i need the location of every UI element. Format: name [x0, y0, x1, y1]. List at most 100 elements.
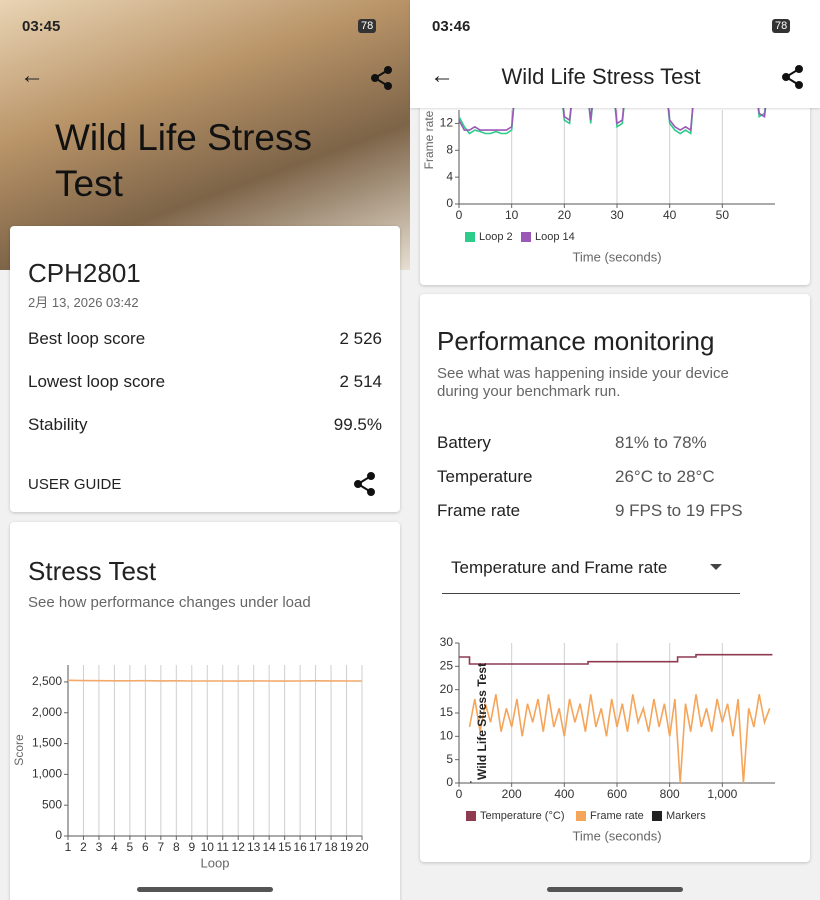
row-value: 81% to 78% [615, 433, 707, 452]
x-tick-label: 11 [217, 840, 230, 854]
data-line [459, 653, 773, 665]
x-tick-label: 0 [456, 208, 463, 222]
y-tick-label: 0 [446, 196, 453, 210]
x-tick-label: 10 [505, 208, 519, 222]
y-tick-label: 8 [446, 142, 453, 156]
data-line [68, 679, 362, 682]
device-name: CPH2801 [28, 258, 141, 288]
x-tick-label: 9 [188, 840, 195, 854]
x-tick-label: 18 [324, 840, 338, 854]
plot-area [68, 679, 362, 682]
card-description: See what was happening inside your devic… [437, 365, 729, 400]
x-tick-label: 1,000 [707, 787, 737, 801]
x-tick-label: 800 [660, 787, 680, 801]
data-line [468, 694, 771, 784]
dropdown-arrow [710, 564, 722, 570]
y-tick-label: 30 [440, 635, 454, 649]
x-axis-label: Loop [201, 855, 230, 870]
x-tick-label: 2 [80, 840, 87, 854]
y-tick-label: 4 [446, 169, 453, 183]
header-image [0, 0, 410, 270]
app-bar: 03:46 78 ← Wild Life Stress Test [410, 0, 820, 108]
y-tick-label: 20 [440, 682, 454, 696]
x-tick-label: 50 [716, 208, 730, 222]
dropdown-value: Temperature and Frame rate [451, 558, 668, 577]
y-axis-label: Frame rate [422, 110, 436, 169]
status-time: 03:45 [22, 18, 61, 35]
y-tick-label: 2,500 [32, 674, 62, 688]
app-bar-title: Wild Life Stress Test [501, 64, 701, 89]
status-time: 03:46 [432, 18, 471, 35]
row-value: 2 526 [339, 329, 382, 348]
x-tick-label: 3 [96, 840, 103, 854]
legend-swatch [652, 811, 662, 821]
x-axis-label: Time (seconds) [572, 249, 661, 264]
y-tick-label: 2,000 [32, 705, 62, 719]
x-tick-label: 15 [278, 840, 292, 854]
y-tick-label: 0 [446, 775, 453, 789]
y-tick-label: 5 [446, 752, 453, 766]
legend-label: Frame rate [590, 810, 644, 822]
x-tick-label: 13 [247, 840, 261, 854]
plot-area [459, 108, 767, 135]
row-label: Best loop score [28, 329, 146, 348]
x-tick-label: 6 [142, 840, 149, 854]
legend-label: Temperature (°C) [480, 810, 564, 822]
y-tick-label: 500 [42, 797, 62, 811]
x-tick-label: 600 [607, 787, 627, 801]
y-tick-label: 1,000 [32, 767, 62, 781]
chart: 0 10 20 30 40 50 0 4 8 12 Loop 2 Loop 14 Time (secon… [422, 108, 775, 264]
legend-swatch [465, 232, 475, 242]
x-tick-label: 5 [127, 840, 134, 854]
x-tick-label: 200 [502, 787, 522, 801]
row-label: Lowest loop score [28, 372, 166, 391]
result-card: CPH2801 2月 13, 2026 03:42 Best loop scor… [10, 226, 400, 512]
y-tick-label: 0 [55, 828, 62, 842]
gesture-bar [137, 887, 273, 892]
back-button[interactable]: ← [20, 62, 44, 89]
x-tick-label: 30 [610, 208, 624, 222]
x-axis-label: Time (seconds) [572, 828, 661, 843]
x-tick-label: 14 [262, 840, 276, 854]
user-guide-link[interactable]: USER GUIDE [28, 476, 122, 493]
header-title: Wild Life Stress Test [55, 117, 313, 204]
x-tick-label: 12 [232, 840, 246, 854]
x-tick-label: 400 [554, 787, 574, 801]
share-button[interactable] [370, 66, 394, 90]
plot-area [459, 653, 773, 784]
row-label: Temperature [437, 467, 533, 486]
x-tick-label: 1 [65, 840, 72, 854]
row-value: 9 FPS to 19 FPS [615, 501, 743, 520]
x-tick-label: 16 [293, 840, 307, 854]
y-tick-label: 25 [440, 659, 454, 673]
x-tick-label: 19 [340, 840, 354, 854]
x-tick-label: 4 [111, 840, 118, 854]
chart: 1 2 3 4 5 6 7 8 9 10 11 12 13 14 15 16 17 18 19 2005001,000… [12, 665, 369, 870]
x-tick-label: 17 [309, 840, 323, 854]
row-label: Battery [437, 433, 491, 452]
share-button[interactable] [781, 65, 805, 89]
battery: 78 [772, 19, 791, 33]
x-tick-label: 8 [173, 840, 180, 854]
legend-label: Markers [666, 810, 706, 822]
back-button[interactable]: ← [430, 62, 454, 89]
marker-label: Wild Life Stress Test [475, 663, 489, 780]
y-tick-label: 15 [440, 705, 454, 719]
legend-swatch [466, 811, 476, 821]
x-tick-label: 20 [558, 208, 572, 222]
stress-card: Stress Test See how performance changes … [10, 522, 400, 900]
x-tick-label: 40 [663, 208, 677, 222]
dropdown[interactable]: Temperature and Frame rate [442, 532, 740, 594]
y-tick-label: 12 [440, 116, 454, 130]
legend-swatch [576, 811, 586, 821]
card-description: See how performance changes under load [28, 594, 311, 611]
data-line [459, 108, 766, 135]
row-value: 26°C to 28°C [615, 467, 715, 486]
battery: 78 [358, 19, 377, 33]
share-button[interactable] [353, 472, 377, 496]
x-tick-label: 10 [201, 840, 215, 854]
row-label: Stability [28, 415, 88, 434]
card-title: Stress Test [28, 556, 157, 586]
